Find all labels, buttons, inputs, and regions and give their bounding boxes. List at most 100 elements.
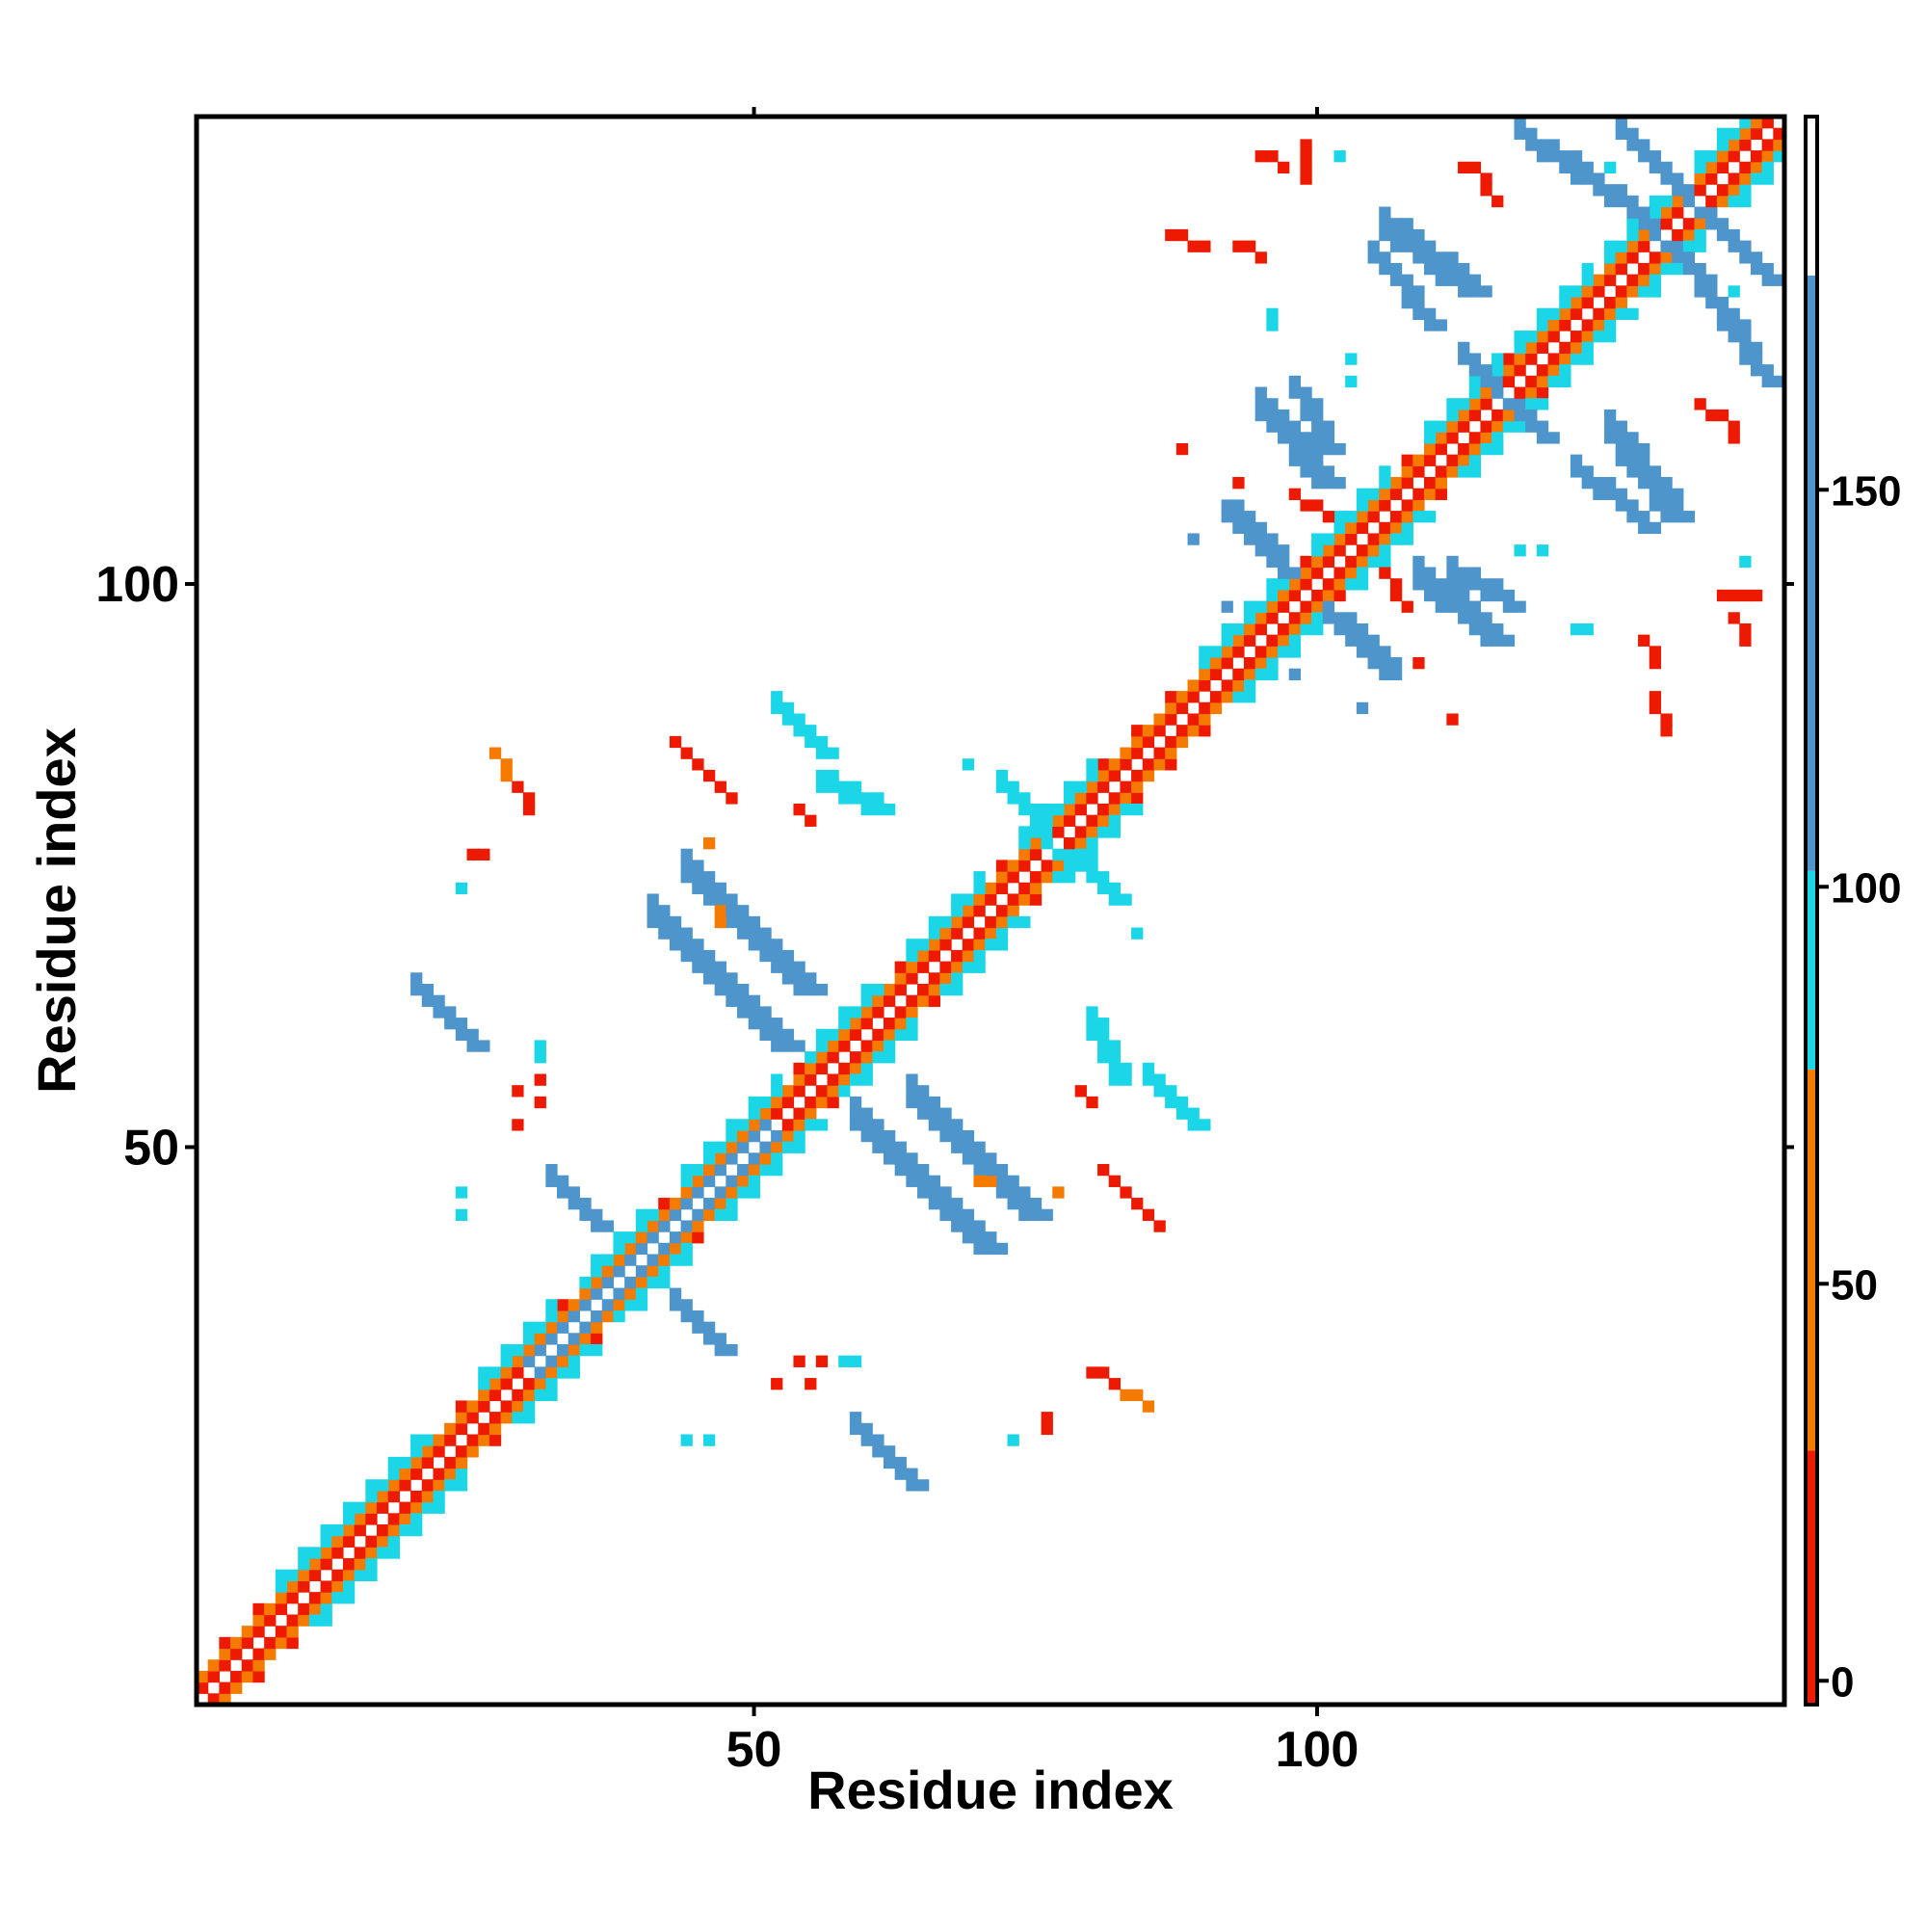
- heatmap-cell: [962, 939, 975, 951]
- heatmap-cell: [1074, 781, 1087, 793]
- heatmap-cell: [1379, 668, 1391, 680]
- heatmap-cell: [748, 1186, 760, 1199]
- heatmap-cell: [771, 1085, 783, 1098]
- heatmap-cell: [545, 1378, 558, 1390]
- heatmap-cell: [1750, 117, 1763, 129]
- heatmap-cell: [1638, 240, 1650, 252]
- heatmap-cell: [928, 983, 941, 996]
- heatmap-cell: [658, 1276, 671, 1289]
- heatmap-cell: [331, 1580, 344, 1593]
- heatmap-cell: [1458, 274, 1470, 286]
- heatmap-cell: [410, 1523, 423, 1537]
- heatmap-cell: [692, 939, 704, 951]
- heatmap-cell: [545, 1355, 558, 1367]
- heatmap-cell: [838, 1006, 851, 1019]
- heatmap-cell: [252, 1626, 265, 1638]
- heatmap-cell: [455, 1028, 468, 1042]
- heatmap-cell: [1311, 600, 1324, 613]
- heatmap-cell: [1739, 240, 1752, 252]
- heatmap-cell: [680, 1242, 693, 1256]
- heatmap-cell: [1649, 274, 1662, 286]
- heatmap-cell: [1120, 893, 1132, 906]
- heatmap-cell: [1142, 1073, 1155, 1086]
- heatmap-cell: [1761, 172, 1774, 185]
- heatmap-cell: [680, 1163, 693, 1177]
- heatmap-cell: [781, 1096, 795, 1109]
- heatmap-cell: [1221, 679, 1233, 692]
- heatmap-cell: [1356, 555, 1369, 569]
- heatmap-cell: [1300, 612, 1312, 624]
- heatmap-cell: [860, 1129, 873, 1143]
- heatmap-cell: [771, 1028, 783, 1042]
- heatmap-cell: [1491, 622, 1504, 636]
- heatmap-cell: [1660, 477, 1673, 490]
- heatmap-cell: [1603, 184, 1617, 197]
- heatmap-cell: [815, 983, 829, 996]
- heatmap-cell: [534, 1073, 546, 1086]
- heatmap-cell: [1288, 589, 1302, 602]
- heatmap-cell: [849, 1006, 862, 1019]
- heatmap-cell: [1728, 331, 1740, 343]
- heatmap-cell: [692, 1186, 704, 1199]
- heatmap-cell: [1379, 465, 1391, 478]
- heatmap-cell: [1649, 499, 1662, 512]
- heatmap-cell: [1626, 228, 1639, 242]
- heatmap-cell: [1716, 195, 1729, 208]
- heatmap-cell: [1480, 589, 1492, 602]
- heatmap-cell: [522, 1321, 536, 1334]
- heatmap-cell: [1412, 657, 1425, 670]
- heatmap-cell: [342, 1513, 356, 1525]
- heatmap-cell: [951, 1141, 964, 1153]
- heatmap-cell: [1491, 578, 1504, 591]
- heatmap-cell: [500, 1355, 513, 1367]
- heatmap-cell: [1525, 353, 1538, 365]
- heatmap-cell: [1761, 364, 1774, 377]
- heatmap-cell: [894, 1028, 907, 1042]
- heatmap-cell: [928, 1096, 941, 1109]
- heatmap-cell: [1581, 353, 1594, 365]
- heatmap-cell: [1446, 600, 1459, 613]
- heatmap-cell: [1097, 1018, 1110, 1030]
- heatmap-cell: [444, 1468, 457, 1480]
- heatmap-cell: [286, 1592, 299, 1604]
- heatmap-cell: [680, 1198, 693, 1210]
- heatmap-cell: [1649, 465, 1662, 478]
- heatmap-cell: [1029, 871, 1043, 884]
- heatmap-cell: [1243, 240, 1256, 252]
- heatmap-cell: [1097, 769, 1110, 782]
- heatmap-cell: [365, 1558, 378, 1571]
- heatmap-cell: [1581, 161, 1594, 174]
- heatmap-cell: [860, 1062, 873, 1075]
- heatmap-cell: [995, 905, 1009, 917]
- heatmap-cell: [320, 1592, 332, 1604]
- heatmap-cell: [1672, 228, 1684, 242]
- heatmap-cell: [726, 983, 738, 996]
- heatmap-cell: [939, 915, 952, 929]
- heatmap-cell: [1536, 139, 1549, 151]
- heatmap-cell: [1446, 251, 1459, 264]
- heatmap-cell: [872, 1006, 884, 1019]
- heatmap-cell: [455, 1412, 468, 1424]
- heatmap-cell: [1694, 184, 1706, 197]
- heatmap-cell: [793, 1355, 805, 1367]
- heatmap-cell: [624, 1231, 637, 1244]
- heatmap-cell: [1682, 218, 1696, 230]
- heatmap-cell: [917, 1163, 930, 1177]
- heatmap-cell: [1536, 375, 1549, 388]
- heatmap-cell: [985, 1152, 997, 1165]
- heatmap-cell: [714, 1152, 726, 1165]
- heatmap-cell: [1097, 758, 1110, 771]
- heatmap-cell: [894, 1018, 907, 1030]
- heatmap-cell: [726, 1129, 738, 1143]
- heatmap-cell: [1322, 612, 1335, 624]
- heatmap-cell: [759, 1096, 772, 1109]
- heatmap-cell: [1052, 871, 1065, 884]
- heatmap-cell: [613, 1299, 625, 1311]
- heatmap-cell: [995, 781, 1009, 793]
- heatmap-cell: [635, 1265, 648, 1278]
- heatmap-cell: [1356, 544, 1369, 557]
- heatmap-cell: [1536, 341, 1549, 355]
- heatmap-cell: [1468, 375, 1482, 388]
- heatmap-cell: [1052, 803, 1065, 816]
- heatmap-cell: [1615, 499, 1627, 512]
